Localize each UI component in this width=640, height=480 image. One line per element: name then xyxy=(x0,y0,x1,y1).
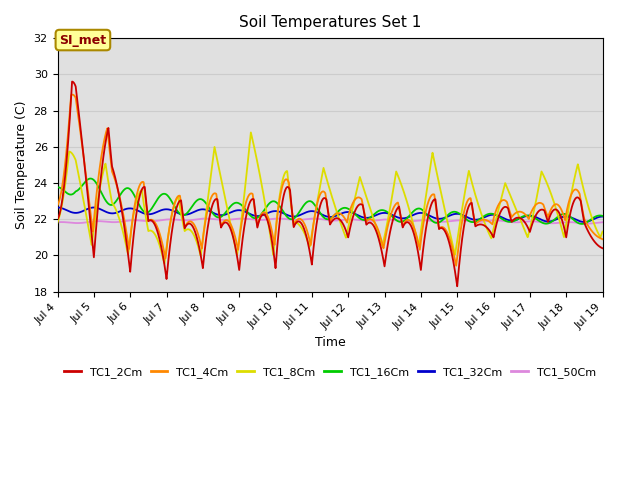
Y-axis label: Soil Temperature (C): Soil Temperature (C) xyxy=(15,101,28,229)
Legend: TC1_2Cm, TC1_4Cm, TC1_8Cm, TC1_16Cm, TC1_32Cm, TC1_50Cm: TC1_2Cm, TC1_4Cm, TC1_8Cm, TC1_16Cm, TC1… xyxy=(60,363,600,383)
X-axis label: Time: Time xyxy=(315,336,346,349)
Text: SI_met: SI_met xyxy=(60,34,106,47)
Title: Soil Temperatures Set 1: Soil Temperatures Set 1 xyxy=(239,15,421,30)
